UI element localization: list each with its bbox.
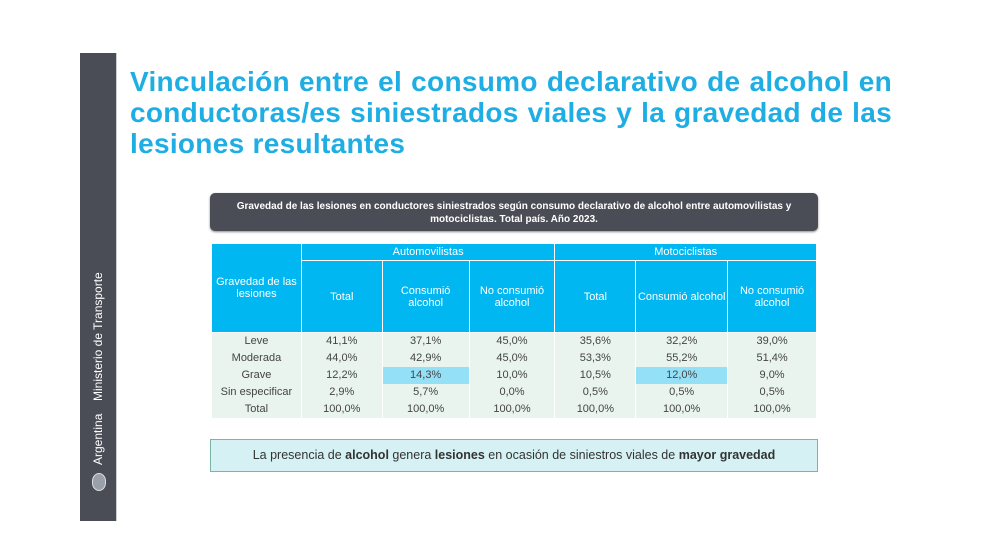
row-header: Gravedad de las lesiones	[211, 243, 302, 333]
column-header: Total	[554, 260, 637, 333]
table-cell: 0,5%	[554, 383, 637, 401]
note-bold: mayor gravedad	[678, 448, 776, 462]
table-cell: 45,0%	[468, 349, 556, 367]
table-cell: 53,3%	[554, 349, 637, 367]
table-cell: 100,0%	[381, 400, 470, 418]
table-cell: 42,9%	[381, 349, 470, 367]
table-cell: 100,0%	[468, 400, 556, 418]
group-header: Motociclistas	[554, 243, 817, 261]
column-header: No consumió alcohol	[468, 260, 556, 333]
group-header: Automovilistas	[300, 243, 556, 261]
row-label: Sin especificar	[211, 383, 302, 401]
note-text: genera	[388, 448, 435, 462]
row-label: Leve	[211, 332, 302, 350]
coat-of-arms-icon	[92, 473, 106, 491]
table-cell: 32,2%	[635, 332, 729, 350]
column-header: Total	[300, 260, 383, 333]
table-cell: 12,2%	[300, 366, 383, 384]
note-bold: alcohol	[345, 448, 389, 462]
table-cell: 0,5%	[635, 383, 729, 401]
table-caption: Gravedad de las lesiones en conductores …	[210, 193, 818, 231]
column-header: Consumió alcohol	[381, 260, 470, 333]
table-cell: 45,0%	[468, 332, 556, 350]
column-header: Consumió alcohol	[635, 260, 729, 333]
table-cell: 37,1%	[381, 332, 470, 350]
table-cell: 55,2%	[635, 349, 729, 367]
data-table: Gravedad de las lesiones Automovilistas …	[211, 243, 817, 418]
table-cell: 5,7%	[381, 383, 470, 401]
conclusion-box: La presencia de alcohol genera lesiones …	[210, 439, 818, 472]
table-row: Total 100,0% 100,0% 100,0% 100,0% 100,0% 100,0…	[211, 400, 817, 418]
table-row: Sin especificar 2,9% 5,7% 0,0% 0,5% 0,5% 0,5%	[211, 383, 817, 401]
table-cell: 51,4%	[727, 349, 817, 367]
table-cell: 100,0%	[554, 400, 637, 418]
note-bold: lesiones	[434, 448, 485, 462]
table-cell: 2,9%	[300, 383, 383, 401]
table-cell: 35,6%	[554, 332, 637, 350]
column-header: No consumió alcohol	[727, 260, 817, 333]
table-cell: 44,0%	[300, 349, 383, 367]
page-title: Vinculación entre el consumo declarativo…	[130, 66, 892, 159]
table-row: Leve 41,1% 37,1% 45,0% 35,6% 32,2% 39,0%	[211, 332, 817, 350]
table-cell: 41,1%	[300, 332, 383, 350]
table-cell: 10,5%	[554, 366, 637, 384]
table-row: Moderada 44,0% 42,9% 45,0% 53,3% 55,2% 51,4%	[211, 349, 817, 367]
table-row: Grave 12,2% 14,3% 10,0% 10,5% 12,0% 9,0%	[211, 366, 817, 384]
table-cell: 39,0%	[727, 332, 817, 350]
note-text: La presencia de	[252, 448, 346, 462]
row-label: Total	[211, 400, 302, 418]
sidebar: Ministerio de Transporte Argentina	[80, 53, 117, 521]
table-cell: 100,0%	[635, 400, 729, 418]
table-cell: 12,0%	[635, 366, 729, 384]
table-cell: 100,0%	[300, 400, 383, 418]
table-cell: 100,0%	[727, 400, 817, 418]
table-cell: 14,3%	[381, 366, 470, 384]
note-text: en ocasión de siniestros viales de	[484, 448, 679, 462]
table-cell: 0,5%	[727, 383, 817, 401]
table-cell: 10,0%	[468, 366, 556, 384]
table-cell: 9,0%	[727, 366, 817, 384]
row-label: Grave	[211, 366, 302, 384]
row-label: Moderada	[211, 349, 302, 367]
table-cell: 0,0%	[468, 383, 556, 401]
